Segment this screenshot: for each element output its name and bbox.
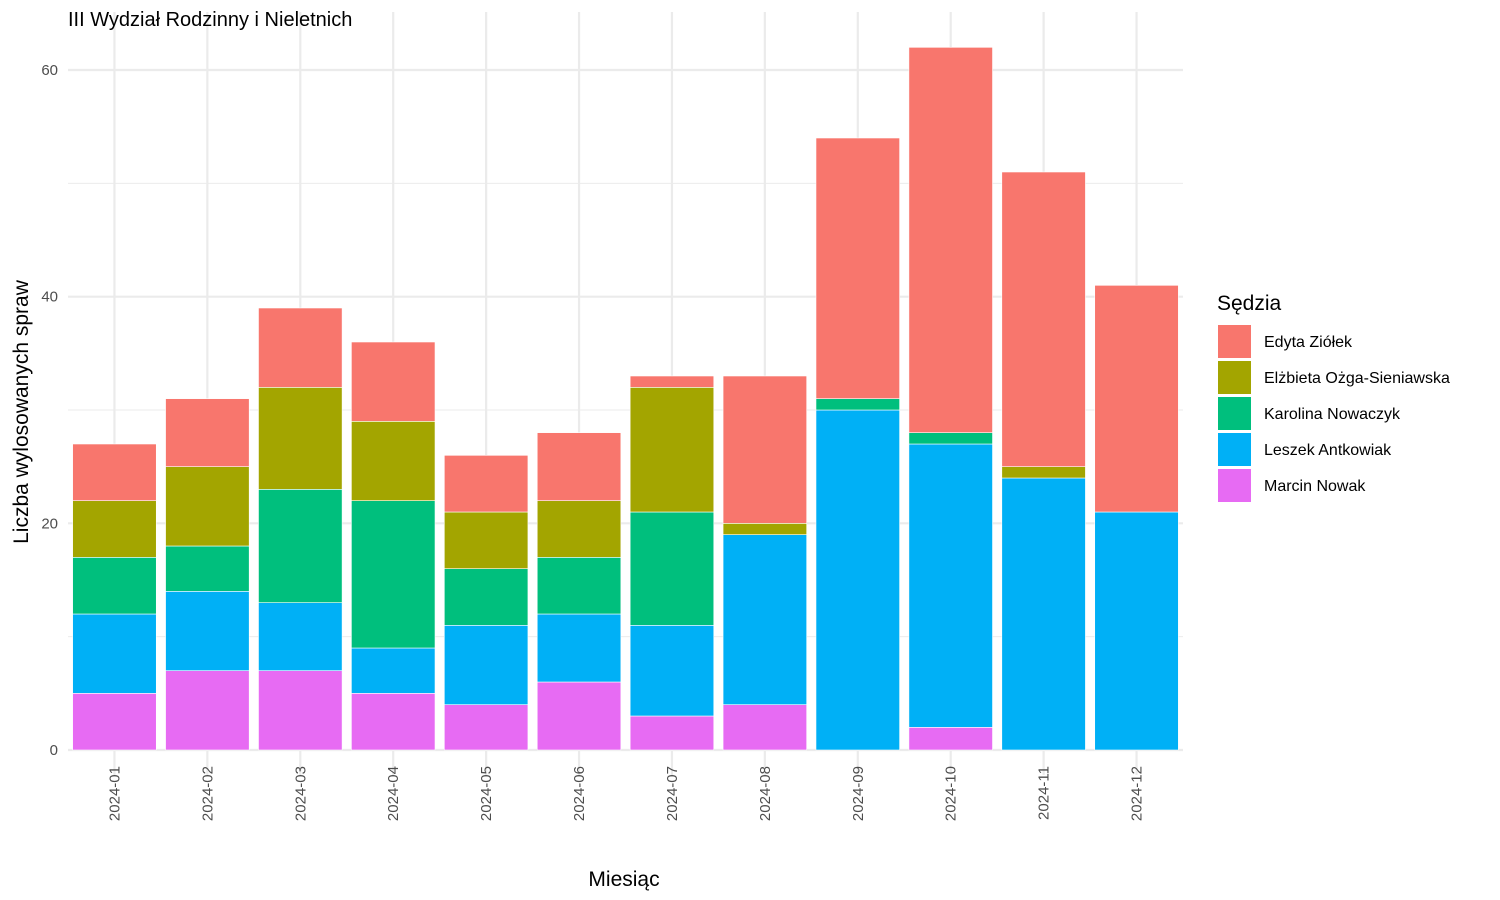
x-tick-label: 2024-01 — [106, 766, 123, 821]
bar-segment — [908, 432, 993, 445]
x-tick-label: 2024-07 — [664, 766, 681, 821]
bar-segment — [258, 489, 343, 603]
bar-segment — [351, 500, 436, 649]
legend-label: Karolina Nowaczyk — [1264, 406, 1401, 423]
bar-segment — [351, 341, 436, 422]
bar-segment — [258, 602, 343, 671]
bar-segment — [722, 534, 807, 705]
bar-segment — [536, 500, 622, 558]
y-axis-label: Liczba wylosowanych spraw — [10, 279, 33, 544]
bar-segment — [722, 375, 807, 524]
legend-label: Elżbieta Ożga-Sieniawska — [1264, 370, 1450, 387]
chart-title: III Wydział Rodzinny i Nieletnich — [68, 9, 352, 31]
legend: Sędzia Edyta Ziółek Elżbieta Ożga-Sieniaw… — [1217, 292, 1450, 502]
bar-segment — [815, 398, 900, 411]
legend-label: Edyta Ziółek — [1264, 334, 1353, 351]
bar-segment — [1001, 466, 1086, 479]
y-tick-labels: 0 20 40 60 — [41, 62, 58, 759]
x-tick-label: 2024-09 — [850, 766, 867, 821]
bar-segment — [722, 704, 807, 751]
bar-segment — [908, 443, 993, 728]
bar-segment — [444, 511, 529, 569]
legend-key — [1218, 361, 1251, 394]
x-tick-label: 2024-04 — [385, 766, 402, 821]
bar-segment — [444, 625, 529, 705]
x-tick-label: 2024-12 — [1129, 766, 1146, 821]
bar-segment — [72, 613, 157, 694]
bar-segment — [536, 613, 622, 683]
bar-segment — [629, 625, 715, 717]
bars — [72, 47, 1179, 751]
bar-segment — [536, 432, 622, 501]
bar-segment — [908, 47, 993, 433]
legend-label: Leszek Antkowiak — [1264, 442, 1392, 459]
bar-segment — [165, 466, 250, 547]
bar-segment — [444, 455, 529, 513]
y-tick-label: 0 — [50, 742, 58, 759]
x-axis-label: Miesiąc — [588, 868, 659, 891]
bar-segment — [629, 715, 715, 751]
x-tick-label: 2024-06 — [571, 766, 588, 821]
y-tick-label: 60 — [41, 62, 58, 79]
legend-key — [1218, 325, 1251, 358]
y-tick-label: 20 — [41, 515, 58, 532]
x-tick-label: 2024-02 — [199, 766, 216, 821]
bar-segment — [444, 568, 529, 626]
bar-segment — [536, 557, 622, 615]
bar-segment — [72, 500, 157, 558]
bar-segment — [258, 670, 343, 751]
bar-segment — [1001, 477, 1086, 751]
x-tick-label: 2024-10 — [943, 766, 960, 821]
legend-key — [1218, 469, 1251, 502]
legend-title: Sędzia — [1217, 292, 1282, 315]
x-tick-label: 2024-08 — [757, 766, 774, 821]
bar-segment — [258, 387, 343, 490]
y-tick-label: 40 — [41, 289, 58, 306]
bar-segment — [165, 591, 250, 671]
bar-segment — [722, 523, 807, 535]
x-tick-label: 2024-11 — [1036, 766, 1053, 820]
bar-segment — [165, 670, 250, 751]
bar-segment — [1094, 511, 1179, 751]
bar-segment — [629, 511, 715, 626]
bar-segment — [72, 443, 157, 501]
x-tick-label: 2024-05 — [478, 766, 495, 821]
legend-key — [1218, 433, 1251, 466]
bar-segment — [165, 398, 250, 467]
bar-segment — [629, 375, 715, 388]
bar-segment — [351, 421, 436, 501]
bar-segment — [444, 704, 529, 751]
x-tick-labels: 2024-01 2024-02 2024-03 2024-04 2024-05 2024-… — [106, 766, 1145, 821]
legend-label: Marcin Nowak — [1264, 478, 1366, 495]
bar-segment — [351, 693, 436, 751]
bar-segment — [908, 727, 993, 751]
bar-segment — [1094, 285, 1179, 513]
bar-segment — [72, 557, 157, 615]
bar-segment — [258, 307, 343, 388]
bar-segment — [629, 387, 715, 513]
x-tick-label: 2024-03 — [292, 766, 309, 821]
bar-segment — [351, 647, 436, 694]
bar-segment — [536, 681, 622, 751]
bar-segment — [72, 693, 157, 751]
bar-segment — [165, 545, 250, 592]
bar-segment — [1001, 171, 1086, 467]
bar-segment — [815, 409, 900, 751]
bar-segment — [815, 137, 900, 399]
legend-key — [1218, 397, 1251, 430]
